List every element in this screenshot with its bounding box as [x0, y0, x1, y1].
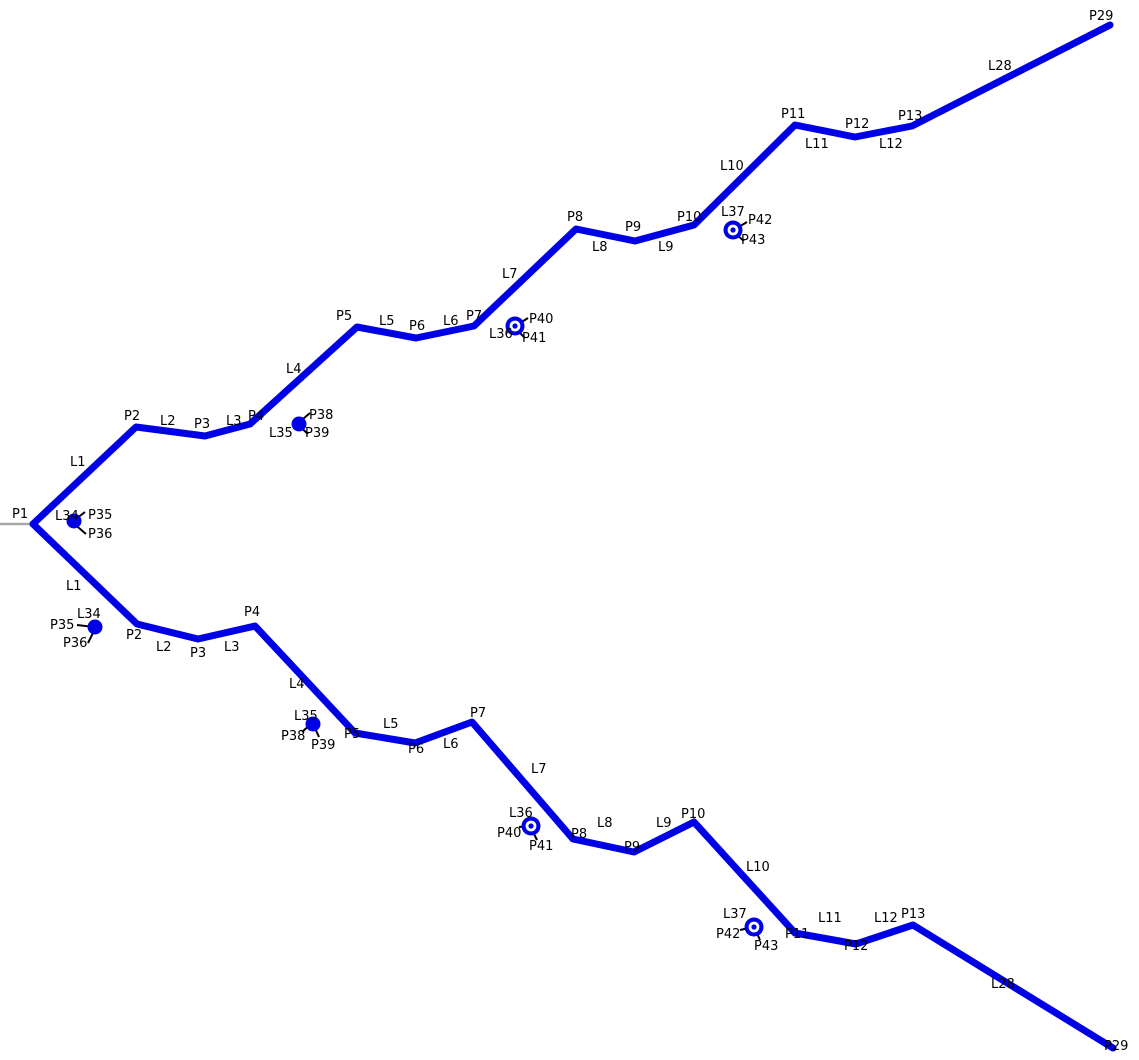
map-label-d-l35: L35: [294, 709, 318, 724]
map-label-u-l5: L5: [379, 314, 395, 329]
map-label-d-p35: P35: [50, 618, 75, 633]
map-label-d-p29: P29: [1104, 1039, 1129, 1054]
map-label-d-l12: L12: [874, 911, 898, 926]
map-label-d-l8: L8: [597, 816, 613, 831]
map-label-u-l34: L34: [55, 509, 79, 524]
map-label-u-l7: L7: [502, 267, 518, 282]
map-label-u-p13: P13: [898, 109, 923, 124]
map-label-d-p42: P42: [716, 927, 741, 942]
route-marker-u-l37[interactable]: [723, 220, 743, 240]
map-label-d-p11: P11: [785, 927, 810, 942]
map-label-d-p2: P2: [126, 628, 143, 643]
map-label-u-l28: L28: [988, 59, 1012, 74]
map-label-d-p40: P40: [497, 826, 522, 841]
route-marker-d-l37[interactable]: [744, 917, 764, 937]
map-label-u-p39: P39: [305, 426, 330, 441]
map-label-u-l2: L2: [160, 414, 176, 429]
map-label-u-p2: P2: [124, 409, 141, 424]
map-label-u-p3: P3: [194, 417, 211, 432]
map-label-d-p6: P6: [408, 742, 425, 757]
route-marker-u-l34[interactable]: [66, 513, 82, 529]
route-marker-u-l35[interactable]: [291, 416, 307, 432]
map-label-u-p4: P4: [248, 409, 265, 424]
map-label-d-l28: L28: [991, 977, 1015, 992]
map-label-p1: P1: [12, 507, 29, 522]
map-label-u-p5: P5: [336, 309, 353, 324]
map-label-d-l36: L36: [509, 806, 533, 821]
map-label-u-p7: P7: [466, 309, 483, 324]
marker-ring-core: [751, 924, 757, 930]
map-label-d-p41: P41: [529, 839, 554, 854]
map-label-d-p7: P7: [470, 706, 487, 721]
map-label-d-l37: L37: [723, 907, 747, 922]
map-label-d-l10: L10: [746, 860, 770, 875]
marker-disc-icon: [305, 716, 321, 732]
route-layer: [29, 21, 1117, 1052]
map-label-d-p43: P43: [754, 939, 779, 954]
map-label-d-l7: L7: [531, 762, 547, 777]
map-label-d-p38: P38: [281, 729, 306, 744]
marker-disc-icon: [66, 513, 82, 529]
map-label-u-p40: P40: [529, 312, 554, 327]
map-label-d-p9: P9: [624, 840, 641, 855]
map-label-d-p4: P4: [244, 605, 261, 620]
map-label-u-p10: P10: [677, 210, 702, 225]
map-label-u-p36: P36: [88, 527, 113, 542]
map-label-u-p42: P42: [748, 213, 773, 228]
route-marker-u-l36[interactable]: [505, 316, 525, 336]
map-label-u-l3: L3: [226, 414, 242, 429]
map-label-u-l35: L35: [269, 426, 293, 441]
map-label-u-p9: P9: [625, 220, 642, 235]
map-label-d-l9: L9: [656, 816, 672, 831]
map-label-u-p12: P12: [845, 117, 870, 132]
map-label-d-l6: L6: [443, 737, 459, 752]
map-label-u-p41: P41: [522, 331, 547, 346]
map-label-u-l10: L10: [720, 159, 744, 174]
map-label-d-p13: P13: [901, 907, 926, 922]
marker-layer: [66, 220, 764, 937]
map-label-d-l34: L34: [77, 607, 101, 622]
map-label-d-p12: P12: [844, 939, 869, 954]
marker-ring-core: [730, 227, 736, 233]
map-label-u-p11: P11: [781, 107, 806, 122]
map-label-d-p5: P5: [344, 727, 361, 742]
map-label-d-l4: L4: [289, 677, 305, 692]
map-label-d-p3: P3: [190, 646, 207, 661]
map-label-u-l11: L11: [805, 137, 829, 152]
map-label-u-l1: L1: [70, 455, 86, 470]
map-label-u-l37: L37: [721, 205, 745, 220]
map-label-u-l8: L8: [592, 240, 608, 255]
map-label-d-l11: L11: [818, 911, 842, 926]
map-label-u-l36: L36: [489, 327, 513, 342]
map-label-u-p6: P6: [409, 319, 426, 334]
map-label-u-l6: L6: [443, 314, 459, 329]
map-label-d-l5: L5: [383, 717, 399, 732]
map-label-d-p39: P39: [311, 738, 336, 753]
lower-branch-route[interactable]: [29, 520, 1117, 1052]
marker-ring-core: [528, 823, 534, 829]
map-label-u-p35: P35: [88, 508, 113, 523]
marker-ring-core: [512, 323, 518, 329]
map-label-d-p10: P10: [681, 807, 706, 822]
map-label-d-l1: L1: [66, 579, 82, 594]
upper-branch-route[interactable]: [29, 21, 1114, 528]
map-label-d-p36: P36: [63, 636, 88, 651]
map-label-u-l4: L4: [286, 362, 302, 377]
map-label-d-l3: L3: [224, 640, 240, 655]
map-label-u-p43: P43: [741, 233, 766, 248]
map-label-u-l12: L12: [879, 137, 903, 152]
map-label-u-p38: P38: [309, 408, 334, 423]
route-marker-d-l36[interactable]: [521, 816, 541, 836]
route-marker-d-l34[interactable]: [87, 619, 103, 635]
map-label-u-p29: P29: [1089, 9, 1114, 24]
map-label-d-p8: P8: [571, 827, 588, 842]
map-label-u-p8: P8: [567, 210, 584, 225]
route-marker-d-l35[interactable]: [305, 716, 321, 732]
marker-disc-icon: [291, 416, 307, 432]
map-label-u-l9: L9: [658, 240, 674, 255]
map-label-d-l2: L2: [156, 640, 172, 655]
marker-disc-icon: [87, 619, 103, 635]
